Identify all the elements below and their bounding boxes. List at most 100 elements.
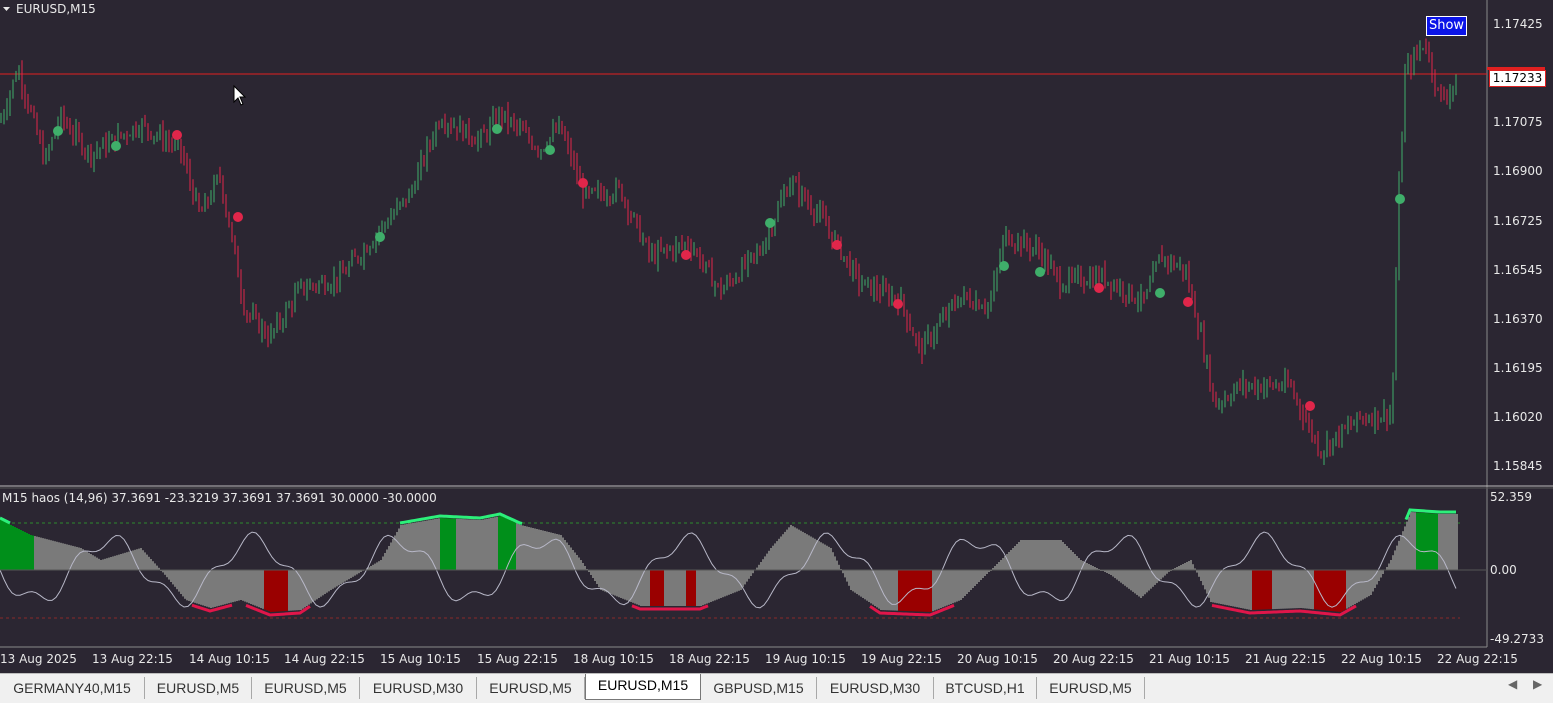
indicator-bar (1292, 570, 1294, 608)
indicator-bar (838, 565, 840, 570)
indicator-bar (878, 570, 880, 609)
chart-canvas[interactable] (0, 0, 1553, 673)
indicator-bar (398, 529, 400, 571)
price-tick: 1.16545 (1493, 263, 1543, 277)
indicator-bar (1356, 570, 1358, 603)
indicator-bar (106, 558, 108, 570)
indicator-bar (350, 570, 352, 578)
indicator-bar (532, 528, 534, 570)
indicator-bar (904, 570, 906, 611)
tab-eurusd-m15[interactable]: EURUSD,M15 (585, 674, 701, 700)
indicator-bar (30, 535, 32, 570)
indicator-bar (1038, 540, 1040, 570)
indicator-bar (68, 545, 70, 570)
indicator-bar (1254, 570, 1256, 610)
indicator-bar (1214, 570, 1216, 603)
indicator-bar (690, 570, 692, 606)
tab-next-icon[interactable]: ▶ (1533, 677, 1542, 691)
show-button[interactable]: Show (1426, 16, 1467, 36)
tab-germany40-m15[interactable]: GERMANY40,M15 (0, 677, 145, 699)
tab-eurusd-m5[interactable]: EURUSD,M5 (477, 677, 585, 699)
indicator-bar (1450, 514, 1452, 570)
indicator-bar (776, 541, 778, 570)
indicator-bar (964, 570, 966, 596)
indicator-bar (278, 570, 280, 611)
indicator-bar (1268, 570, 1270, 609)
indicator-bar (780, 537, 782, 571)
indicator-bar (354, 570, 356, 576)
indicator-bar (1018, 542, 1020, 570)
indicator-bar (1192, 564, 1194, 570)
indicator-bar (176, 570, 178, 589)
indicator-bar (790, 525, 792, 570)
indicator-bar (1370, 570, 1372, 595)
indicator-bar (2, 521, 4, 570)
indicator-bar (156, 566, 158, 570)
indicator-bar (650, 570, 652, 606)
indicator-bar (1304, 570, 1306, 608)
indicator-bar (888, 570, 890, 610)
indicator-bar (502, 517, 504, 570)
indicator-bar (602, 570, 604, 591)
indicator-bar (144, 552, 146, 570)
indicator-bar (1414, 512, 1416, 570)
indicator-bar (48, 540, 50, 570)
indicator-bar (956, 570, 958, 602)
indicator-bar (696, 570, 698, 606)
indicator-bar (822, 543, 824, 570)
tab-eurusd-m30[interactable]: EURUSD,M30 (817, 677, 934, 699)
indicator-bar (54, 541, 56, 570)
indicator-bar (100, 560, 102, 570)
indicator-bar (706, 570, 708, 604)
sell-signal-icon (1183, 297, 1193, 307)
indicator-bar (178, 570, 180, 592)
indicator-bar (1118, 570, 1120, 581)
indicator-bar (422, 521, 424, 570)
indicator-bar (1114, 570, 1116, 578)
tab-eurusd-m5[interactable]: EURUSD,M5 (145, 677, 252, 699)
indicator-bar (146, 555, 148, 570)
indicator-bar (744, 570, 746, 584)
indicator-bar (320, 570, 322, 597)
indicator-bar (1396, 546, 1398, 570)
indicator-bar (1132, 570, 1134, 592)
indicator-bar (1394, 550, 1396, 570)
indicator-bar (1006, 554, 1008, 570)
indicator-bar (228, 570, 230, 603)
indicator-bar (718, 570, 720, 599)
indicator-bar (800, 531, 802, 570)
indicator-bar (1362, 570, 1364, 600)
indicator-bar (1316, 570, 1318, 610)
indicator-bar (58, 542, 60, 570)
indicator-bar (1000, 560, 1002, 570)
tab-eurusd-m5[interactable]: EURUSD,M5 (1037, 677, 1145, 699)
chart-title: EURUSD,M15 (16, 2, 96, 16)
indicator-bar (462, 519, 464, 570)
indicator-bar (806, 534, 808, 570)
tab-eurusd-m5[interactable]: EURUSD,M5 (252, 677, 360, 699)
time-tick: 14 Aug 22:15 (284, 652, 365, 666)
indicator-bar (480, 520, 482, 570)
indicator-bar (808, 535, 810, 570)
indicator-bar (346, 570, 348, 580)
indicator-bar (664, 570, 666, 606)
sell-signal-icon (832, 240, 842, 250)
indicator-bar (406, 524, 408, 570)
indicator-bar (1446, 514, 1448, 570)
indicator-bar (430, 520, 432, 570)
tab-prev-icon[interactable]: ◀ (1508, 677, 1517, 691)
tab-btcusd-h1[interactable]: BTCUSD,H1 (934, 677, 1037, 699)
indicator-caption: M15 haos (14,96) 37.3691 -23.3219 37.369… (2, 491, 437, 505)
indicator-bar (248, 570, 250, 603)
indicator-bar (396, 532, 398, 570)
indicator-bar (1092, 566, 1094, 570)
indicator-bar (620, 570, 622, 598)
indicator-bar (1338, 570, 1340, 612)
indicator-bar (1160, 570, 1162, 579)
indicator-bar (1128, 570, 1130, 589)
indicator-bar (836, 561, 838, 570)
tab-eurusd-m30[interactable]: EURUSD,M30 (360, 677, 477, 699)
indicator-bar (438, 518, 440, 570)
tab-gbpusd-m15[interactable]: GBPUSD,M15 (701, 677, 817, 699)
